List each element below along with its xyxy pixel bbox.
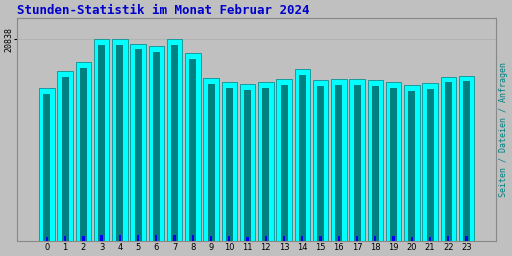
Bar bbox=[153, 52, 160, 241]
Bar bbox=[258, 82, 273, 241]
Bar bbox=[100, 235, 103, 241]
Bar bbox=[137, 235, 139, 241]
Bar bbox=[94, 39, 110, 241]
Bar bbox=[64, 236, 66, 241]
Bar bbox=[203, 79, 219, 241]
Bar bbox=[148, 47, 164, 241]
Bar bbox=[57, 71, 73, 241]
Bar bbox=[337, 236, 340, 241]
Bar bbox=[246, 237, 249, 241]
Bar bbox=[294, 69, 310, 241]
Bar bbox=[349, 79, 365, 241]
Bar bbox=[265, 237, 267, 241]
Bar bbox=[390, 88, 397, 241]
Bar bbox=[465, 236, 467, 241]
Bar bbox=[299, 74, 306, 241]
Bar bbox=[301, 236, 304, 241]
Bar bbox=[386, 82, 401, 241]
Bar bbox=[368, 80, 383, 241]
Bar bbox=[191, 235, 194, 241]
Bar bbox=[440, 77, 456, 241]
Bar bbox=[426, 89, 434, 241]
Bar bbox=[372, 86, 379, 241]
Bar bbox=[185, 53, 201, 241]
Bar bbox=[313, 80, 328, 241]
Bar bbox=[207, 84, 215, 241]
Bar bbox=[46, 237, 48, 241]
Bar bbox=[131, 44, 146, 241]
Bar bbox=[82, 236, 84, 241]
Bar bbox=[319, 237, 322, 241]
Bar bbox=[354, 85, 360, 241]
Bar bbox=[331, 79, 347, 241]
Bar bbox=[447, 236, 450, 241]
Bar bbox=[281, 85, 288, 241]
Bar bbox=[98, 46, 105, 241]
Bar bbox=[210, 236, 212, 241]
Bar bbox=[392, 237, 395, 241]
Bar bbox=[463, 81, 470, 241]
Bar bbox=[119, 234, 121, 241]
Bar bbox=[135, 49, 142, 241]
Bar bbox=[283, 236, 285, 241]
Bar bbox=[44, 94, 50, 241]
Text: Stunden-Statistik im Monat Februar 2024: Stunden-Statistik im Monat Februar 2024 bbox=[17, 4, 310, 17]
Bar bbox=[240, 84, 255, 241]
Bar bbox=[61, 77, 69, 241]
Bar bbox=[422, 83, 438, 241]
Bar bbox=[189, 59, 196, 241]
Bar bbox=[39, 88, 55, 241]
Bar bbox=[262, 88, 269, 241]
Bar bbox=[429, 237, 431, 241]
Bar bbox=[459, 76, 474, 241]
Bar bbox=[411, 237, 413, 241]
Bar bbox=[226, 88, 233, 241]
Bar bbox=[404, 85, 419, 241]
Bar bbox=[112, 39, 127, 241]
Bar bbox=[167, 39, 182, 241]
Bar bbox=[116, 45, 123, 241]
Bar bbox=[445, 82, 452, 241]
Bar bbox=[80, 68, 87, 241]
Y-axis label: Seiten / Dateien / Anfragen: Seiten / Dateien / Anfragen bbox=[499, 62, 508, 197]
Bar bbox=[408, 91, 415, 241]
Bar bbox=[155, 235, 158, 241]
Bar bbox=[276, 79, 292, 241]
Bar bbox=[171, 46, 178, 241]
Bar bbox=[317, 86, 324, 241]
Bar bbox=[244, 90, 251, 241]
Bar bbox=[356, 236, 358, 241]
Bar bbox=[374, 237, 376, 241]
Bar bbox=[174, 235, 176, 241]
Bar bbox=[76, 62, 91, 241]
Bar bbox=[222, 82, 237, 241]
Bar bbox=[335, 85, 343, 241]
Bar bbox=[228, 237, 230, 241]
